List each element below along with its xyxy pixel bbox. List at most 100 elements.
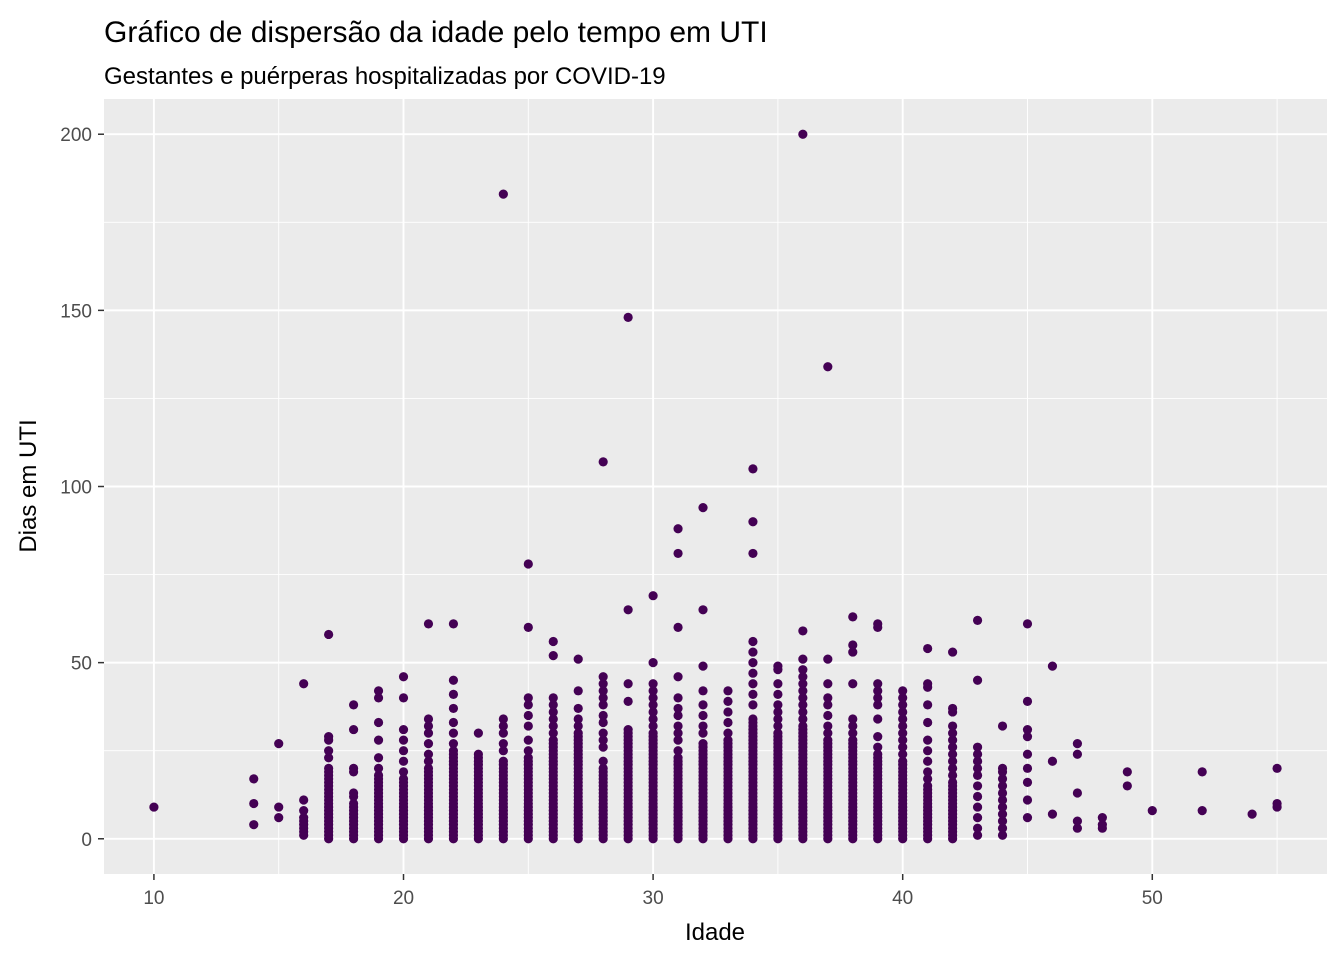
data-point [873, 700, 883, 710]
data-point [249, 798, 259, 809]
x-axis-title: Idade [685, 919, 745, 946]
data-point [972, 756, 983, 766]
y-axis-title: Dias em UTI [15, 419, 42, 552]
data-point [798, 654, 808, 664]
data-point [598, 700, 608, 710]
data-point [773, 661, 783, 671]
data-point [748, 689, 758, 699]
data-point [723, 707, 733, 717]
data-point [673, 746, 683, 756]
data-point [1022, 619, 1033, 629]
chart-title: Gráfico de dispersão da idade pelo tempo… [104, 16, 768, 49]
data-point [398, 735, 409, 745]
data-point [523, 746, 533, 756]
data-point [373, 686, 384, 696]
data-point [598, 686, 608, 696]
data-point [573, 721, 583, 731]
data-point [598, 763, 608, 773]
data-point [898, 742, 908, 752]
data-point [823, 693, 833, 703]
data-point [1047, 661, 1058, 671]
y-axis: 0 50 100 150 200 [60, 125, 104, 851]
data-point [997, 802, 1008, 812]
data-point [648, 721, 658, 731]
data-point [448, 746, 459, 756]
data-point [798, 129, 808, 139]
data-point [423, 714, 434, 724]
data-point [448, 739, 459, 749]
data-point [972, 770, 983, 780]
data-point [848, 612, 858, 622]
data-point [923, 643, 933, 654]
data-point [423, 721, 434, 731]
data-point [748, 464, 758, 474]
data-point [972, 675, 983, 685]
data-point [873, 679, 883, 689]
data-point [748, 679, 758, 689]
data-point [898, 749, 908, 759]
data-point [573, 703, 583, 714]
data-point [473, 749, 483, 759]
data-point [498, 189, 508, 199]
data-point [548, 714, 558, 724]
data-point [1022, 732, 1033, 742]
data-point [573, 714, 583, 724]
x-tick-label: 40 [892, 888, 913, 909]
data-point [823, 700, 833, 710]
data-point [923, 767, 933, 777]
data-point [598, 710, 608, 721]
data-point [698, 503, 708, 513]
data-point [299, 813, 309, 823]
data-point [324, 746, 334, 756]
x-tick-label: 50 [1142, 888, 1163, 909]
data-point [923, 781, 933, 791]
data-point [548, 636, 558, 647]
data-point [598, 742, 608, 752]
data-point [972, 742, 983, 752]
data-point [1097, 813, 1107, 823]
data-point [623, 605, 633, 615]
data-point [673, 672, 683, 682]
data-point [723, 717, 733, 728]
data-point [972, 791, 983, 802]
data-point [274, 739, 284, 749]
data-point [698, 700, 708, 710]
data-point [598, 717, 608, 728]
data-point [748, 647, 758, 657]
data-point [1097, 820, 1107, 830]
data-point [972, 813, 983, 823]
data-point [498, 721, 508, 731]
data-point [997, 774, 1008, 784]
data-point [523, 700, 533, 710]
data-point [948, 647, 958, 657]
data-point [598, 679, 608, 689]
data-point [324, 753, 334, 763]
data-points [149, 129, 1282, 844]
data-point [948, 721, 958, 731]
data-point [673, 622, 683, 633]
data-point [1022, 813, 1033, 823]
data-point [1197, 767, 1207, 777]
data-point [823, 654, 833, 664]
data-point [773, 700, 783, 710]
data-point [448, 717, 459, 728]
data-point [673, 735, 683, 745]
data-point [823, 710, 833, 721]
data-point [523, 693, 533, 703]
data-point [299, 795, 309, 805]
data-point [324, 629, 334, 640]
data-point [299, 679, 309, 689]
data-point [748, 636, 758, 647]
data-point [923, 735, 933, 745]
data-point [798, 686, 808, 696]
data-point [848, 647, 858, 657]
data-point [1272, 798, 1282, 809]
data-point [673, 721, 683, 731]
data-point [573, 686, 583, 696]
data-point [948, 749, 958, 759]
data-point [1147, 805, 1157, 816]
data-point [648, 714, 658, 724]
y-tick-label: 50 [71, 654, 92, 675]
data-point [498, 728, 508, 738]
data-point [873, 619, 883, 629]
